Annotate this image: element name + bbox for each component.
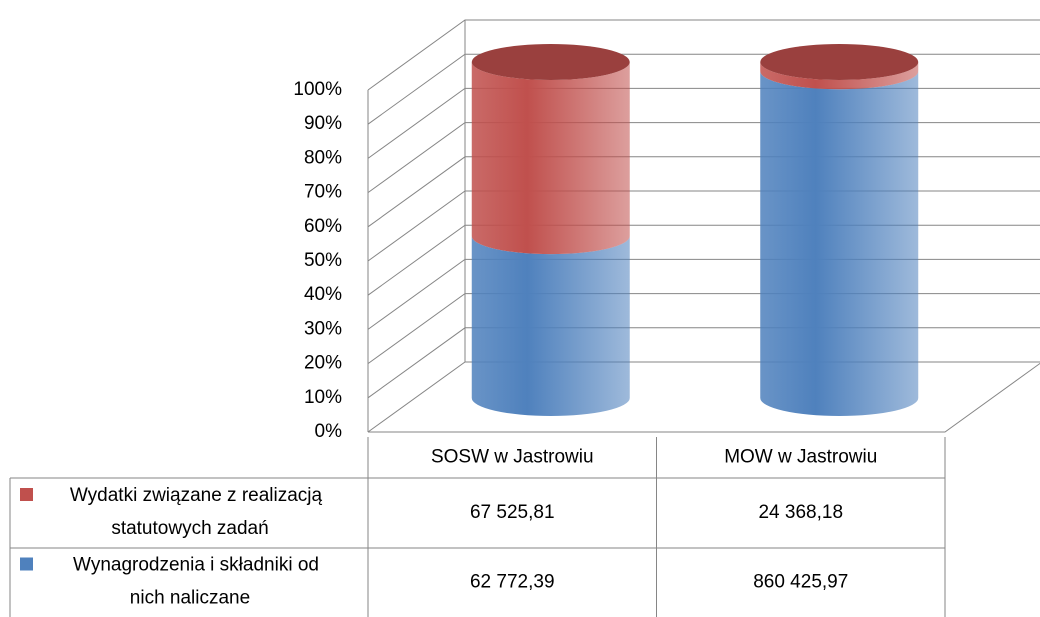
legend-line: statutowych zadań xyxy=(111,518,268,539)
grid-line xyxy=(367,224,1040,296)
y-tick-label: 30% xyxy=(304,318,342,339)
y-tick-label: 0% xyxy=(315,421,343,442)
grid-line xyxy=(367,361,1040,433)
legend-key xyxy=(20,488,33,501)
y-tick-label: 60% xyxy=(304,216,342,237)
legend-label: Wynagrodzenia i składniki od nich nalicza… xyxy=(73,555,319,609)
legend-label: Wydatki związane z realizacją statutowych… xyxy=(70,485,323,539)
y-tick-label: 10% xyxy=(304,387,342,408)
grid-line xyxy=(367,258,1040,330)
y-tick-label: 50% xyxy=(304,250,342,271)
legend-key xyxy=(20,557,33,571)
floor xyxy=(368,362,1040,433)
grid-line xyxy=(367,327,1040,399)
cylinder-segment xyxy=(471,236,630,416)
table-header: SOSW w Jastrowiu xyxy=(431,447,594,468)
table-value: 860 425,97 xyxy=(753,572,848,593)
legend-line: Wydatki związane z realizacją xyxy=(70,485,323,506)
table-value: 62 772,39 xyxy=(470,572,555,593)
cylinder-top xyxy=(760,44,919,80)
y-tick-label: 70% xyxy=(304,182,342,203)
grid-line xyxy=(367,190,1040,262)
legend-line: nich naliczane xyxy=(130,588,250,609)
cylinder-segment xyxy=(760,62,919,90)
table-value: 24 368,18 xyxy=(758,502,843,523)
grid-line xyxy=(367,53,1040,125)
y-tick-label: 100% xyxy=(293,79,342,100)
cylinder-segment xyxy=(760,71,919,417)
grid-line xyxy=(367,19,1040,91)
y-tick-label: 40% xyxy=(304,284,342,305)
y-tick-label: 80% xyxy=(304,147,342,168)
cylinder-segment xyxy=(471,62,630,255)
grid-line xyxy=(367,293,1040,365)
y-tick-label: 20% xyxy=(304,353,342,374)
grid-line xyxy=(367,87,1040,159)
table-header: MOW w Jastrowiu xyxy=(724,447,877,468)
y-tick-label: 90% xyxy=(304,113,342,134)
grid-line xyxy=(367,122,1040,194)
grid-line xyxy=(367,156,1040,228)
table-value: 67 525,81 xyxy=(470,502,555,523)
cylinder-top xyxy=(471,44,630,80)
legend-line: Wynagrodzenia i składniki od xyxy=(73,555,319,576)
